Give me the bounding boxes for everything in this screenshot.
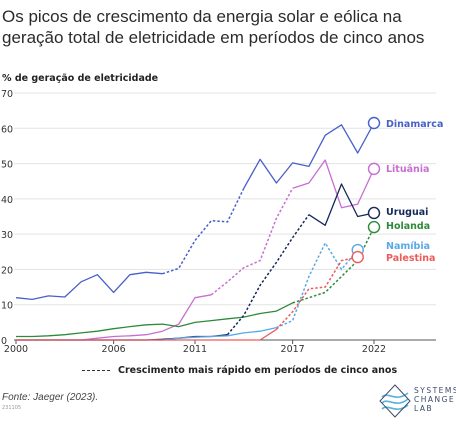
endpoint-lituania (367, 162, 381, 176)
chart-title: Os picos de crescimento da energia solar… (2, 7, 425, 47)
series-line-lituania (16, 294, 212, 341)
logo-text: SYSTEMS CHANGE LAB (414, 386, 456, 413)
x-tick-2022: 2022 (362, 344, 386, 355)
series-line-holanda (16, 302, 293, 338)
legend-dashed: Crescimento mais rápido em períodos de c… (82, 365, 397, 376)
y-tick-40: 40 (1, 195, 13, 206)
series-label-dinamarca: Dinamarca (386, 119, 443, 130)
series-label-uruguai: Uruguai (386, 207, 428, 218)
y-tick-20: 20 (1, 265, 13, 276)
series-endpoints (351, 116, 381, 264)
fastest-growth-dinamarca (162, 187, 245, 275)
y-tick-10: 10 (1, 301, 13, 312)
series-label-palestina: Palestina (386, 253, 435, 264)
dashed-line-sample (82, 370, 110, 371)
series-line-dinamarca (15, 271, 163, 301)
logo-mark-icon (379, 384, 411, 418)
fastest-growth-holanda (292, 226, 375, 304)
series-line-uruguai-end (308, 183, 375, 226)
x-tick-labels: 2000 2006 2011 2017 2022 (4, 340, 386, 355)
x-tick-2017: 2017 (281, 344, 305, 355)
x-tick-2000: 2000 (4, 344, 28, 355)
y-tick-70: 70 (1, 89, 13, 100)
figure-code: 231105 (2, 405, 22, 411)
fastest-growth-namibia (276, 241, 359, 329)
legend-dashed-label: Crescimento mais rápido em períodos de c… (118, 365, 398, 376)
endpoint-palestina (351, 250, 364, 264)
series-label-namibia: Namíbia (386, 241, 430, 252)
fastest-growth-lituania (210, 187, 294, 296)
y-axis-label: % de geração de eletricidade (2, 73, 159, 84)
series-line-dinamarca-end (243, 122, 375, 189)
endpoint-uruguai (367, 206, 381, 220)
source-note: Fonte: Jaeger (2023). (2, 392, 99, 403)
series-label-lituania: Lituânia (386, 164, 429, 175)
x-tick-2011: 2011 (183, 344, 207, 355)
y-tick-0: 0 (1, 336, 7, 347)
y-tick-60: 60 (1, 124, 13, 135)
systems-change-lab-logo: SYSTEMS CHANGE LAB (378, 383, 456, 423)
fastest-growth-uruguai (226, 214, 310, 336)
series-line-lituania-end (292, 159, 375, 209)
series-labels: Dinamarca Lituânia Uruguai Holanda NamíbiaPa… (386, 119, 443, 264)
endpoint-dinamarca (367, 116, 381, 130)
endpoint-holanda (367, 220, 381, 234)
x-tick-2006: 2006 (102, 344, 126, 355)
series-label-holanda: Holanda (386, 221, 430, 232)
series-line-namibia (16, 326, 277, 341)
series-lines (15, 122, 375, 341)
series-line-palestina (16, 328, 277, 341)
y-tick-30: 30 (1, 230, 13, 241)
y-tick-labels: 0 10 20 30 40 50 60 70 (1, 89, 13, 347)
y-tick-50: 50 (1, 160, 13, 171)
fastest-growth-palestina (275, 256, 358, 330)
